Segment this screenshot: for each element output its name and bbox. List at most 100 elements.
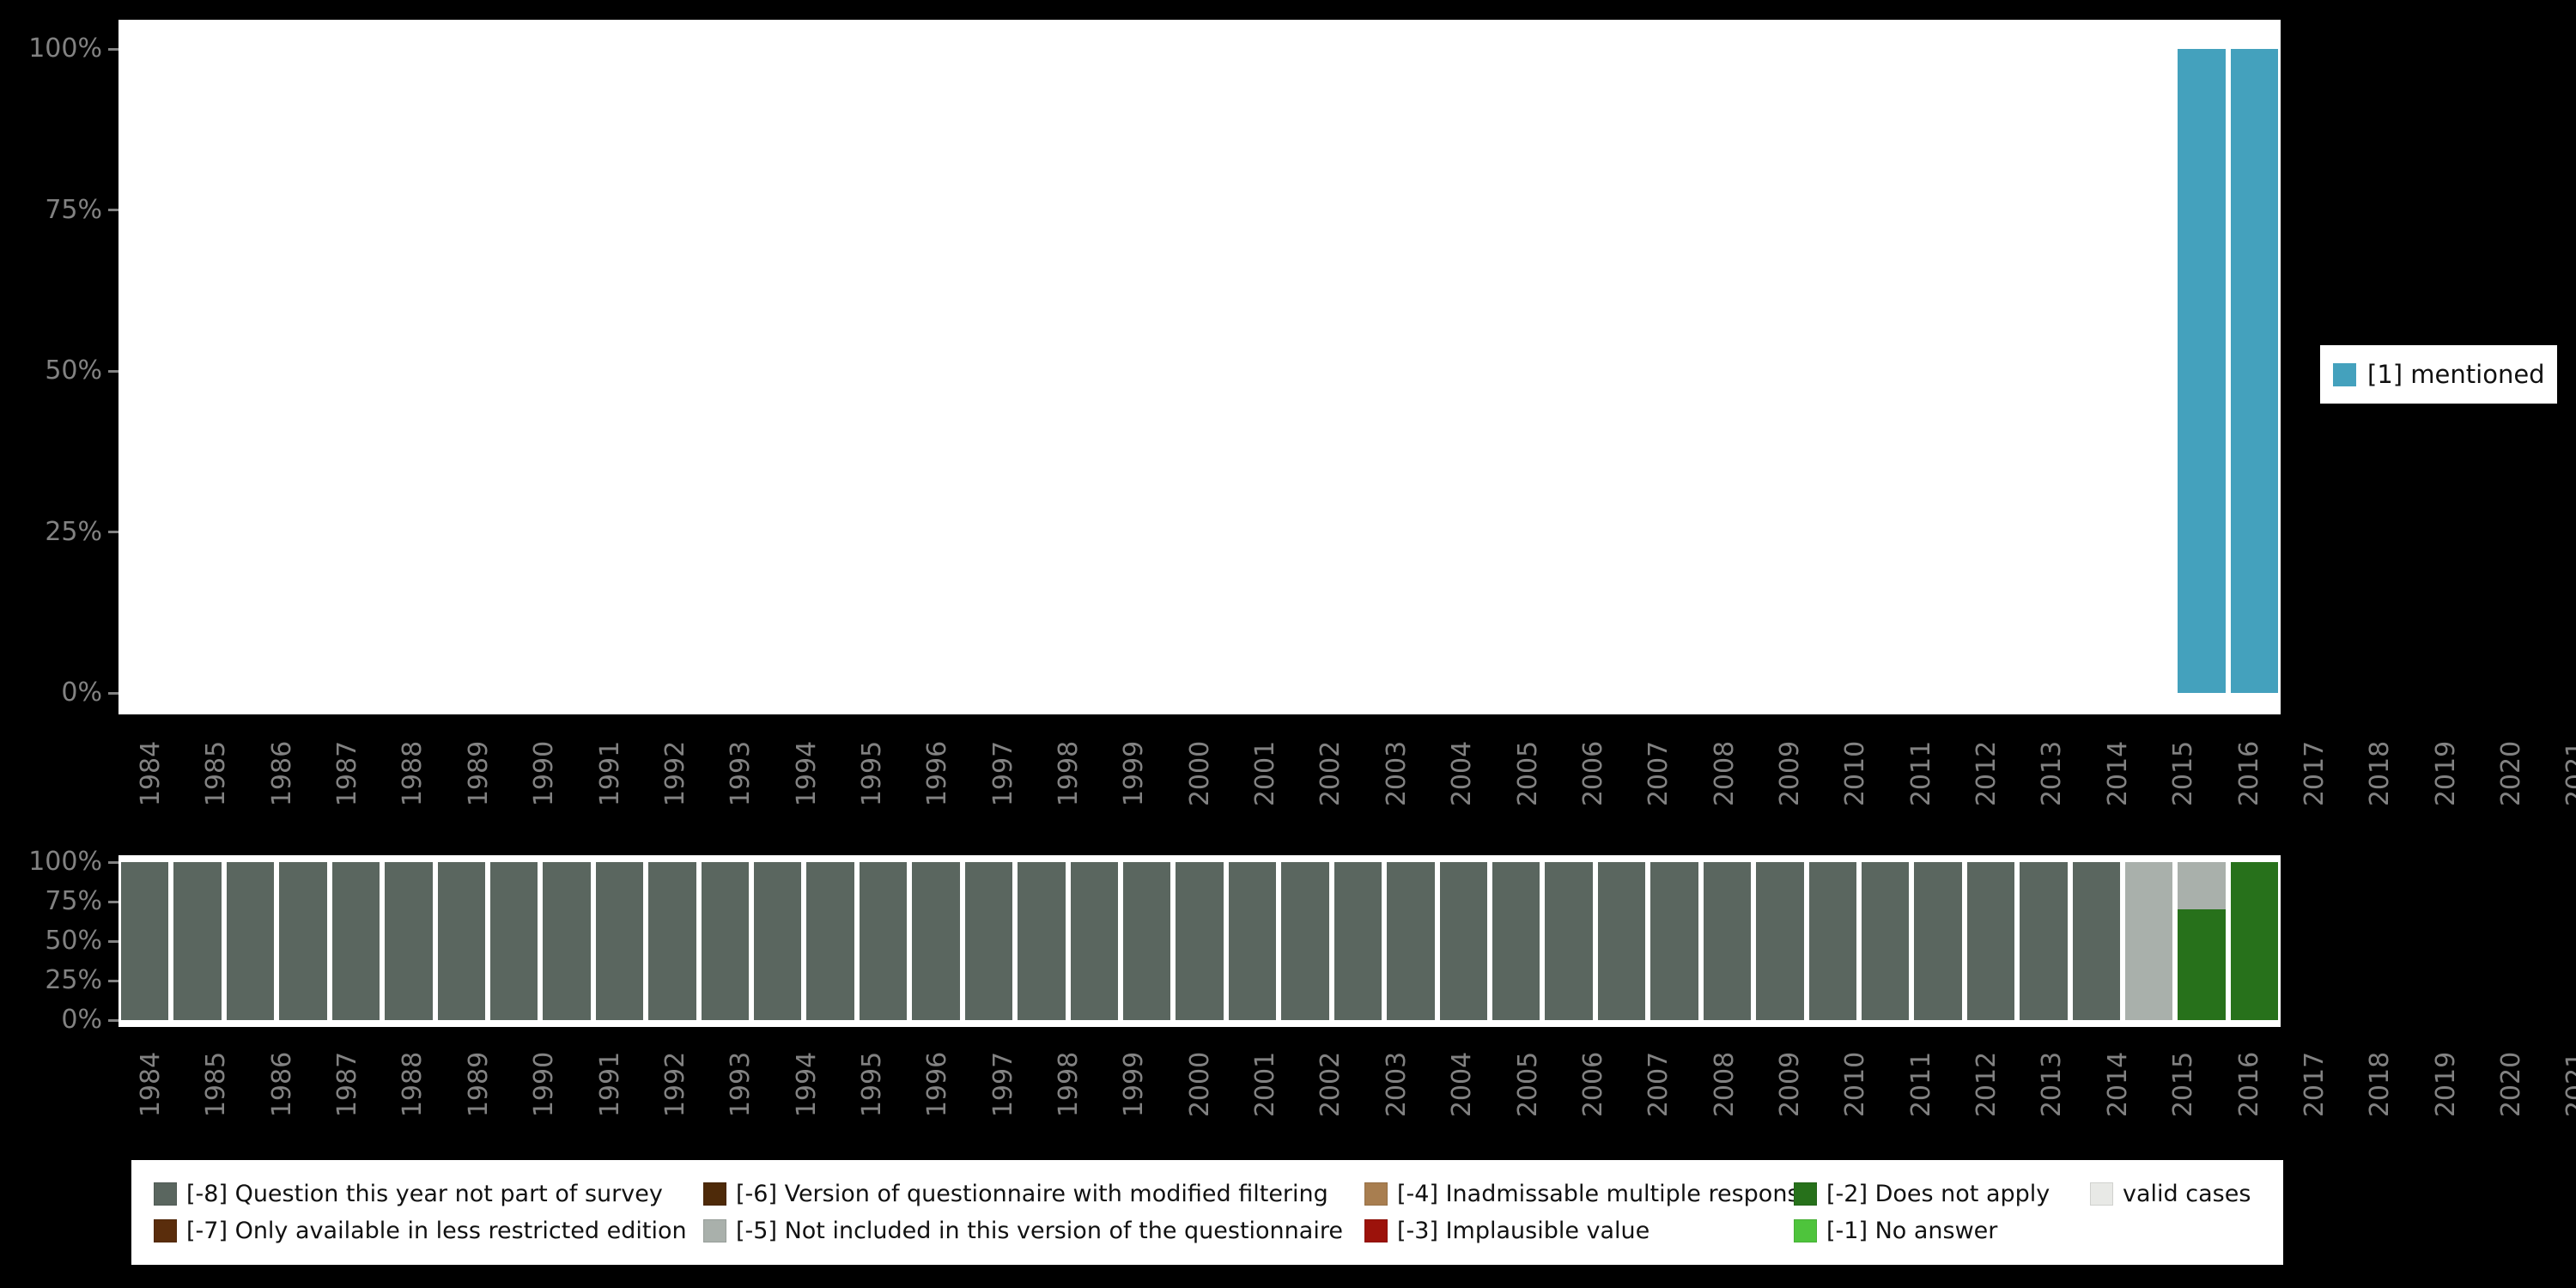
bar-slot-1995 [699, 49, 751, 693]
bar-segment-2024 [2230, 862, 2279, 1020]
bar-segment-1999 [912, 862, 960, 1020]
bar-slot-1998 [857, 862, 909, 1020]
x-tick-1987: 1987 [315, 1034, 380, 1135]
x-tick-2004: 2004 [1430, 1034, 1495, 1135]
bar-slot-2007 [1332, 49, 1384, 693]
bar-slot-2002 [1068, 862, 1121, 1020]
top-chart-bar-area [118, 49, 2281, 693]
y-tick-label: 50% [45, 355, 102, 386]
bar-slot-1990 [435, 862, 488, 1020]
x-tick-2011: 2011 [1889, 1034, 1954, 1135]
x-tick-2006: 2006 [1561, 723, 1626, 824]
year-label: 2009 [1775, 1051, 1806, 1118]
bar-slot-2012 [1595, 49, 1648, 693]
legend-swatch [1794, 1182, 1817, 1206]
year-label: 1998 [1054, 1051, 1084, 1118]
x-tick-2016: 2016 [2217, 1034, 2282, 1135]
y-tick-75%: 75% [45, 197, 118, 223]
bar-slot-2013 [1648, 862, 1700, 1020]
bar-slot-2012 [1595, 862, 1648, 1020]
year-label: 2002 [1315, 740, 1346, 807]
bar-segment-2010 [1492, 862, 1540, 1020]
year-label: 1986 [266, 1051, 297, 1118]
year-label: 1993 [726, 740, 756, 807]
y-tick-50%: 50% [45, 358, 118, 384]
x-tick-1988: 1988 [380, 723, 446, 824]
year-label: 1995 [857, 740, 888, 807]
bar-slot-2024 [2228, 862, 2281, 1020]
bar-segment-2023 [2178, 862, 2226, 910]
year-label: 1985 [201, 740, 232, 807]
bar-segment-2016 [1808, 862, 1856, 1020]
bar-slot-2019 [1965, 49, 2017, 693]
year-label: 2007 [1643, 740, 1674, 807]
bar-slot-2009 [1437, 862, 1490, 1020]
bar-slot-2015 [1753, 49, 1806, 693]
year-label: 1990 [529, 1051, 560, 1118]
year-label: 2020 [2496, 1051, 2527, 1118]
year-label: 2008 [1709, 740, 1740, 807]
x-tick-2002: 2002 [1298, 723, 1364, 824]
bar-slot-2018 [1911, 49, 1964, 693]
bar-slot-2006 [1279, 49, 1331, 693]
bar-slot-2017 [1859, 862, 1911, 1020]
legend-label: [-6] Version of questionnaire with modif… [736, 1181, 1328, 1207]
bar-segment-1985 [173, 862, 222, 1020]
legend-item: [-7] Only available in less restricted e… [154, 1218, 703, 1244]
x-tick-2013: 2013 [2020, 1034, 2085, 1135]
bar-slot-2024 [2228, 49, 2281, 693]
year-label: 2021 [2561, 740, 2576, 807]
bar-segment-1987 [279, 862, 327, 1020]
year-label: 2004 [1447, 1051, 1478, 1118]
bar-slot-2013 [1648, 49, 1700, 693]
bar-segment-1991 [489, 862, 538, 1020]
bar-segment-2018 [1914, 862, 1962, 1020]
x-tick-1985: 1985 [184, 1034, 249, 1135]
x-tick-2020: 2020 [2479, 1034, 2544, 1135]
year-label: 2019 [2430, 740, 2461, 807]
bar-slot-2000 [963, 862, 1015, 1020]
year-label: 2006 [1578, 740, 1609, 807]
year-label: 1987 [332, 740, 363, 807]
x-tick-1999: 1999 [1102, 1034, 1167, 1135]
year-label: 1994 [791, 1051, 822, 1118]
x-tick-1988: 1988 [380, 1034, 446, 1135]
bottom-chart-y-axis: 100% 75% 50% 25% 0% [0, 849, 118, 1033]
year-label: 1999 [1119, 740, 1150, 807]
x-tick-1998: 1998 [1036, 723, 1102, 824]
bar-slot-2021 [2070, 49, 2123, 693]
y-tick-50%: 50% [45, 928, 118, 954]
mentioned-legend-swatch [2333, 362, 2356, 386]
legend-label: valid cases [2123, 1181, 2251, 1207]
bar-slot-2011 [1542, 862, 1595, 1020]
x-tick-2003: 2003 [1364, 1034, 1430, 1135]
x-tick-2015: 2015 [2151, 723, 2216, 824]
legend-label: [-7] Only available in less restricted e… [186, 1218, 687, 1244]
y-tick-label: 25% [45, 516, 102, 547]
year-label: 1996 [922, 1051, 953, 1118]
x-tick-1989: 1989 [447, 723, 512, 824]
missing-values-legend: [-8] Question this year not part of surv… [131, 1160, 2283, 1265]
bar-segment-2005 [1228, 862, 1277, 1020]
bar-slot-2020 [2017, 49, 2069, 693]
y-tick-75%: 75% [45, 889, 118, 914]
tick-mark [108, 939, 118, 943]
bar-slot-2002 [1068, 49, 1121, 693]
year-label: 1984 [136, 1051, 167, 1118]
legend-swatch [154, 1219, 177, 1242]
bar-slot-1991 [488, 49, 540, 693]
bar-slot-2022 [2123, 49, 2175, 693]
bar-segment-2015 [1756, 862, 1804, 1020]
bar-slot-2023 [2175, 862, 2227, 1020]
y-tick-label: 100% [28, 33, 102, 64]
bar-segment-2023 [2178, 49, 2226, 693]
bar-segment-2007 [1334, 862, 1382, 1020]
y-tick-label: 0% [61, 677, 102, 708]
x-tick-2007: 2007 [1626, 1034, 1692, 1135]
x-tick-2019: 2019 [2414, 1034, 2479, 1135]
year-label: 2020 [2496, 740, 2527, 807]
x-tick-1986: 1986 [250, 1034, 315, 1135]
tick-mark [108, 47, 118, 51]
bar-slot-2003 [1121, 862, 1173, 1020]
legend-swatch [154, 1182, 177, 1206]
